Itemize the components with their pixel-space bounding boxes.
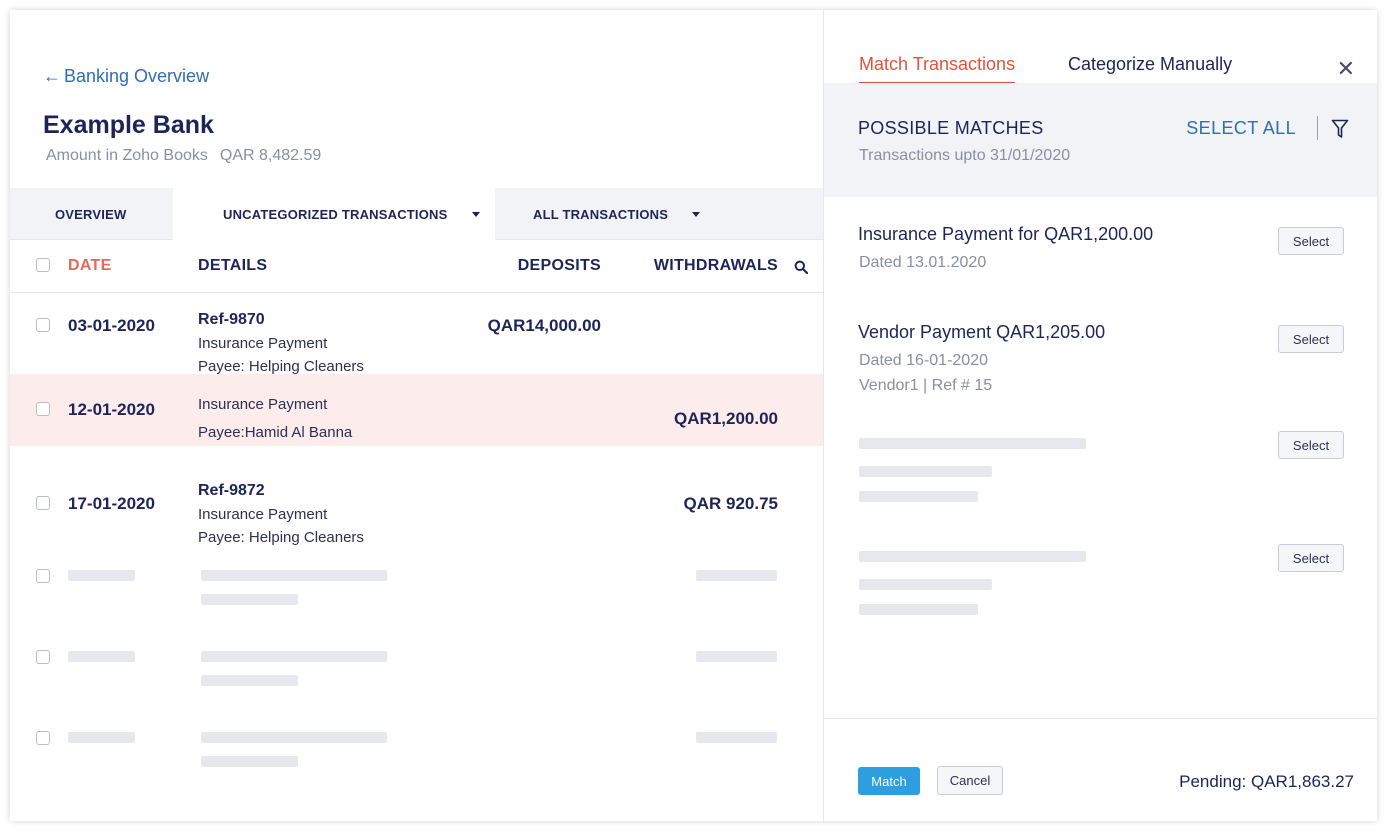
column-header-withdrawals: WITHDRAWALS bbox=[653, 257, 778, 274]
possible-matches-subtitle: Transactions upto 31/01/2020 bbox=[859, 147, 1071, 164]
search-icon[interactable] bbox=[794, 260, 808, 274]
placeholder-bar bbox=[859, 604, 978, 615]
column-header-details: DETAILS bbox=[198, 257, 268, 274]
row-checkbox[interactable] bbox=[36, 318, 50, 332]
column-header-date[interactable]: DATE bbox=[68, 257, 112, 274]
row-deposit: QAR14,000.00 bbox=[487, 316, 601, 335]
pending-amount: Pending: QAR1,863.27 bbox=[1179, 772, 1354, 791]
possible-matches-title: POSSIBLE MATCHES bbox=[858, 118, 1044, 138]
placeholder-bar bbox=[201, 570, 387, 581]
row-payee: Payee: Helping Cleaners bbox=[198, 358, 364, 375]
tab-categorize-manually[interactable]: Categorize Manually bbox=[1068, 54, 1233, 74]
placeholder-bar bbox=[859, 579, 992, 590]
row-date: 03-01-2020 bbox=[68, 316, 155, 335]
placeholder-bar bbox=[859, 551, 1086, 562]
back-link-label: Banking Overview bbox=[64, 66, 210, 86]
match-title: Insurance Payment for QAR1,200.00 bbox=[858, 224, 1154, 244]
placeholder-bar bbox=[68, 570, 135, 581]
row-ref: Ref-9872 bbox=[198, 482, 265, 499]
placeholder-bar bbox=[696, 732, 777, 743]
row-checkbox[interactable] bbox=[36, 402, 50, 416]
select-all-link[interactable]: SELECT ALL bbox=[1186, 118, 1296, 138]
placeholder-bar bbox=[68, 651, 135, 662]
caret-down-icon bbox=[471, 211, 480, 217]
placeholder-bar bbox=[68, 732, 135, 743]
select-all-checkbox[interactable] bbox=[36, 258, 50, 272]
tab-all-label: ALL TRANSACTIONS bbox=[533, 206, 669, 222]
tab-overview[interactable]: OVERVIEW bbox=[55, 188, 126, 240]
select-match-button[interactable]: Select bbox=[1278, 325, 1344, 353]
placeholder-row bbox=[10, 718, 823, 799]
table-row[interactable]: 17-01-2020 Ref-9872 Insurance Payment Pa… bbox=[10, 446, 823, 556]
divider bbox=[824, 718, 1377, 719]
row-checkbox[interactable] bbox=[36, 569, 50, 583]
column-header-deposits: DEPOSITS bbox=[517, 257, 601, 274]
placeholder-bar bbox=[201, 675, 298, 686]
possible-matches-header: POSSIBLE MATCHES Transactions upto 31/01… bbox=[824, 83, 1377, 197]
placeholder-bar bbox=[201, 651, 387, 662]
placeholder-bar bbox=[859, 491, 978, 502]
tab-all-transactions[interactable]: ALL TRANSACTIONS bbox=[533, 188, 701, 240]
row-withdrawal: QAR 920.75 bbox=[683, 494, 779, 513]
back-arrow-icon: ← bbox=[43, 66, 61, 86]
transaction-tabs: OVERVIEW UNCATEGORIZED TRANSACTIONS ALL … bbox=[10, 188, 823, 240]
row-withdrawal: QAR1,200.00 bbox=[674, 409, 778, 428]
tab-overview-label: OVERVIEW bbox=[55, 206, 127, 222]
match-date: Dated 13.01.2020 bbox=[859, 254, 987, 271]
amount-value: QAR 8,482.59 bbox=[219, 147, 322, 164]
app-window: ← Banking Overview Example Bank Amount i… bbox=[10, 10, 1377, 821]
select-match-button[interactable]: Select bbox=[1278, 431, 1344, 459]
placeholder-bar bbox=[696, 570, 777, 581]
match-panel: Match Transactions Categorize Manually ✕… bbox=[823, 10, 1377, 821]
table-row[interactable]: 03-01-2020 Ref-9870 Insurance Payment Pa… bbox=[10, 294, 823, 375]
row-description: Insurance Payment bbox=[198, 335, 328, 352]
row-date: 12-01-2020 bbox=[68, 400, 155, 419]
select-match-button[interactable]: Select bbox=[1278, 544, 1344, 572]
amount-summary: Amount in Zoho Books QAR 8,482.59 bbox=[46, 147, 321, 165]
select-match-button[interactable]: Select bbox=[1278, 227, 1344, 255]
caret-down-icon bbox=[692, 211, 701, 217]
back-to-banking-overview-link[interactable]: ← Banking Overview bbox=[43, 66, 209, 87]
row-description: Insurance Payment bbox=[198, 506, 328, 523]
match-vendor-ref: Vendor1 | Ref # 15 bbox=[859, 377, 993, 394]
row-payee: Payee:Hamid Al Banna bbox=[198, 424, 353, 441]
row-checkbox[interactable] bbox=[36, 731, 50, 745]
filter-icon[interactable] bbox=[1331, 119, 1349, 139]
divider bbox=[1317, 116, 1318, 140]
page-title: Example Bank bbox=[43, 111, 214, 139]
row-checkbox[interactable] bbox=[36, 650, 50, 664]
row-date: 17-01-2020 bbox=[68, 494, 155, 513]
placeholder-bar bbox=[201, 756, 298, 767]
row-checkbox[interactable] bbox=[36, 496, 50, 510]
row-ref: Ref-9870 bbox=[198, 311, 265, 328]
row-description: Insurance Payment bbox=[198, 396, 328, 413]
placeholder-bar bbox=[859, 438, 1086, 449]
row-payee: Payee: Helping Cleaners bbox=[198, 529, 364, 546]
placeholder-row bbox=[10, 556, 823, 637]
placeholder-bar bbox=[201, 594, 298, 605]
placeholder-bar bbox=[201, 732, 387, 743]
placeholder-bar bbox=[859, 466, 992, 477]
table-header: DATE DETAILS DEPOSITS WITHDRAWALS bbox=[10, 241, 823, 293]
close-icon[interactable]: ✕ bbox=[1336, 56, 1355, 81]
match-date: Dated 16-01-2020 bbox=[859, 352, 988, 369]
tab-uncategorized-label: UNCATEGORIZED TRANSACTIONS bbox=[223, 206, 448, 222]
tab-uncategorized-transactions[interactable]: UNCATEGORIZED TRANSACTIONS bbox=[173, 188, 495, 240]
match-title: Vendor Payment QAR1,205.00 bbox=[858, 322, 1106, 342]
table-row-selected[interactable]: 12-01-2020 Insurance Payment Payee:Hamid… bbox=[10, 374, 823, 446]
tab-match-transactions[interactable]: Match Transactions bbox=[859, 54, 1016, 84]
match-button[interactable]: Match bbox=[858, 767, 920, 795]
amount-label: Amount in Zoho Books bbox=[46, 147, 208, 164]
cancel-button[interactable]: Cancel bbox=[937, 766, 1003, 795]
transactions-pane: ← Banking Overview Example Bank Amount i… bbox=[10, 10, 823, 821]
placeholder-row bbox=[10, 637, 823, 718]
placeholder-bar bbox=[696, 651, 777, 662]
